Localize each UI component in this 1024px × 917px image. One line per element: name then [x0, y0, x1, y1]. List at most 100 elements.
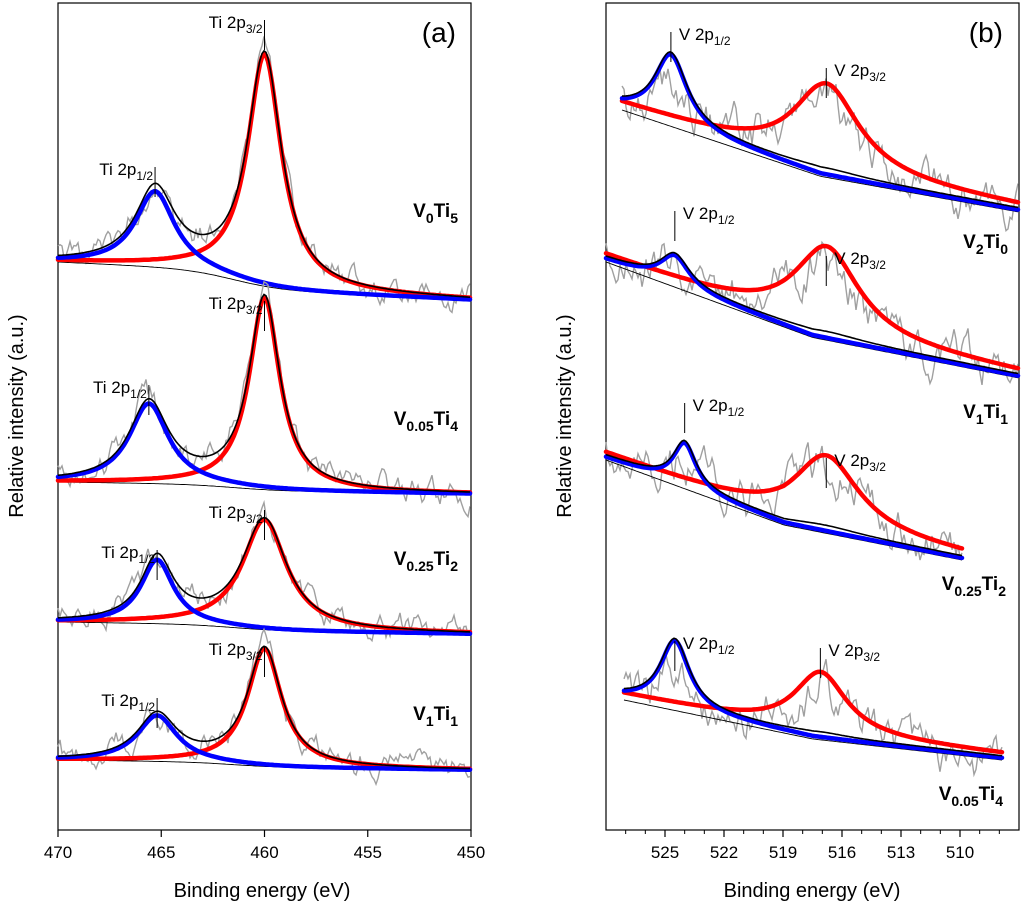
- envelope-fit-line: [623, 637, 1003, 757]
- sample-label-label_mid: Ti: [984, 232, 1001, 253]
- sample-label-label_sub1: 2: [976, 241, 984, 257]
- panel-a-plot-area: [55, 36, 473, 787]
- peak-label-base: Ti 2p: [209, 294, 246, 313]
- raw-data-line: [605, 441, 963, 561]
- peak-label-base: V 2p: [828, 641, 863, 660]
- sample-label-label_sub1: 0.05: [406, 418, 433, 434]
- peak-label-sub: 1/2: [138, 700, 155, 714]
- sample-label-label_sub2: 1: [450, 713, 458, 729]
- sample-label-label_sub1: 1: [426, 713, 434, 729]
- sample-label: V1Ti1: [413, 704, 458, 729]
- panel-b-y-axis-label: Relative intensity (a.u.): [554, 314, 576, 517]
- peak-label-base: V 2p: [683, 204, 718, 223]
- sample-label-label_main: V: [394, 409, 407, 430]
- raw-data-line: [57, 499, 471, 643]
- red-component-line: [619, 80, 1021, 205]
- sample-label: V2Ti0: [963, 232, 1008, 257]
- raw-data-line: [57, 627, 471, 787]
- sample-label-label_mid: Ti: [434, 409, 451, 430]
- sample-label: V0.05Ti4: [394, 409, 458, 434]
- sample-label-label_main: V: [413, 201, 426, 222]
- sample-label-label_sub1: 1: [976, 411, 984, 427]
- peak-label-base: V 2p: [834, 249, 869, 268]
- sample-label-label_mid: Ti: [434, 201, 451, 222]
- peak-label-sub: 3/2: [246, 512, 263, 526]
- panel-a-tag: (a): [422, 17, 456, 48]
- peak-label-base: Ti 2p: [209, 640, 246, 659]
- sample-label-label_sub1: 0.05: [951, 793, 978, 809]
- peak-label-base: V 2p: [834, 451, 869, 470]
- sample-label: V0.25Ti2: [394, 549, 458, 574]
- red-component-line: [603, 449, 965, 551]
- sample-label-label_sub1: 0.25: [954, 583, 981, 599]
- background-line: [623, 699, 1003, 761]
- blue-component-line: [55, 557, 473, 636]
- peak-label: Ti 2p3/2: [209, 13, 263, 36]
- sample-label-label_mid: Ti: [982, 574, 999, 595]
- peak-label-base: Ti 2p: [101, 691, 138, 710]
- peak-label-base: Ti 2p: [101, 543, 138, 562]
- peak-label-base: Ti 2p: [93, 378, 130, 397]
- panel-a-x-axis-label: Binding energy (eV): [174, 880, 351, 902]
- peak-label: Ti 2p3/2: [209, 640, 263, 663]
- red-component-line: [603, 243, 1021, 371]
- peak-label-base: V 2p: [693, 396, 728, 415]
- x-tick-label: 522: [710, 843, 738, 862]
- peak-label-base: V 2p: [683, 634, 718, 653]
- panel-b-x-axis-label: Binding energy (eV): [724, 880, 901, 902]
- peak-label-sub: 3/2: [869, 70, 886, 84]
- sample-label-label_sub1: 0.25: [406, 558, 433, 574]
- peak-label: Ti 2p1/2: [99, 160, 153, 183]
- peak-label-base: V 2p: [834, 61, 869, 80]
- peak-label-base: V 2p: [679, 25, 714, 44]
- blue-component-line: [603, 440, 965, 561]
- peak-label-sub: 1/2: [718, 213, 735, 227]
- peak-label-sub: 3/2: [869, 258, 886, 272]
- x-tick-label: 470: [44, 843, 72, 862]
- envelope-fit-line: [605, 439, 963, 557]
- x-tick-label: 510: [946, 843, 974, 862]
- peak-label-sub: 3/2: [246, 22, 263, 36]
- envelope-fit-line: [605, 251, 1019, 375]
- x-tick-label: 519: [769, 843, 797, 862]
- sample-label: V1Ti1: [963, 402, 1008, 427]
- x-tick-label: 525: [651, 843, 679, 862]
- sample-label-label_sub2: 1: [1000, 411, 1008, 427]
- peak-label: V 2p1/2: [683, 204, 735, 227]
- spectrum-V1Ti1: [55, 627, 473, 787]
- peak-label-sub: 1/2: [714, 34, 731, 48]
- blue-component-line: [55, 401, 473, 496]
- spectrum-V0.25Ti2: [603, 439, 965, 561]
- peak-label: Ti 2p1/2: [93, 378, 147, 401]
- panel-a-x-ticks: 470 465 460 455 450: [44, 830, 485, 862]
- panel-b-x-ticks: 525 522 519 516 513 510: [625, 830, 1000, 862]
- peak-label-sub: 1/2: [136, 169, 153, 183]
- sample-label-label_main: V: [963, 232, 976, 253]
- panel-a-y-axis-label: Relative intensity (a.u.): [6, 314, 28, 517]
- blue-component-line: [603, 252, 1021, 378]
- peak-label: Ti 2p3/2: [209, 503, 263, 526]
- peak-label-sub: 1/2: [728, 405, 745, 419]
- peak-label-sub: 1/2: [138, 552, 155, 566]
- sample-label: V0.25Ti2: [942, 574, 1006, 599]
- x-tick-label: 513: [887, 843, 915, 862]
- sample-label-label_sub2: 5: [450, 210, 458, 226]
- sample-label-label_mid: Ti: [434, 549, 451, 570]
- spectrum-V0.05Ti4: [621, 637, 1005, 778]
- peak-label: V 2p1/2: [683, 634, 735, 657]
- blue-component-line: [621, 638, 1005, 761]
- envelope-fit-line: [621, 51, 1019, 209]
- peak-label-sub: 1/2: [130, 387, 147, 401]
- peak-label: Ti 2p1/2: [101, 543, 155, 566]
- peak-label: V 2p1/2: [693, 396, 745, 419]
- x-tick-label: 460: [250, 843, 278, 862]
- spectrum-V0.05Ti4: [55, 280, 473, 519]
- sample-label-label_main: V: [942, 574, 955, 595]
- panel-b: (b) 525 522 519 516 513 510 V 2p1/2V 2p3/2V2T…: [554, 2, 1021, 902]
- sample-label-label_mid: Ti: [979, 784, 996, 805]
- envelope-fit-line: [57, 293, 471, 493]
- raw-data-line: [623, 654, 1003, 778]
- x-tick-label: 450: [457, 843, 485, 862]
- x-tick-label: 465: [147, 843, 175, 862]
